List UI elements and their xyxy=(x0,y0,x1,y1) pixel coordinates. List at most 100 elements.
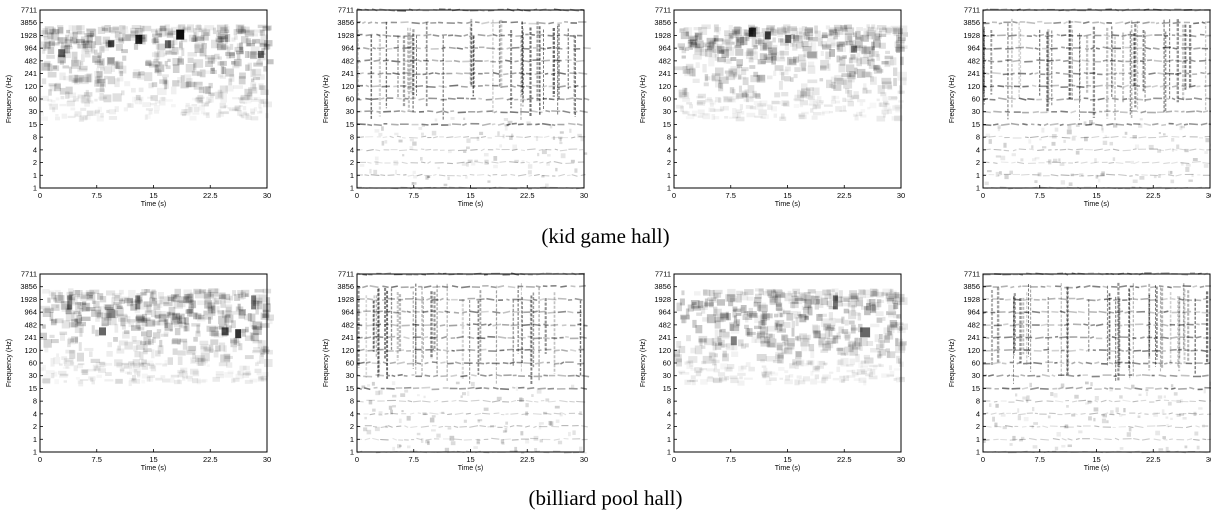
spectrogram-energy-cell xyxy=(830,317,836,326)
modulation-band-segment xyxy=(575,59,585,63)
spectrogram-energy-cell xyxy=(784,41,790,51)
modulation-speckle xyxy=(514,159,519,163)
spectrogram-energy-cell xyxy=(890,25,899,32)
spectrogram-energy-cell xyxy=(192,353,196,359)
spectrogram-energy-cell xyxy=(220,310,224,317)
spectrogram-energy-cell xyxy=(691,303,695,310)
plot-background xyxy=(40,274,267,452)
modulation-band-segment xyxy=(1053,21,1062,24)
modulation-band-segment xyxy=(1163,438,1168,441)
spectrogram-energy-cell xyxy=(743,311,749,315)
x-tick-label: 15 xyxy=(783,191,791,200)
spectrogram-energy-cell xyxy=(796,42,804,49)
spectrogram-energy-cell xyxy=(80,98,89,103)
spectrogram-energy-cell xyxy=(73,311,81,315)
modulation-band-segment xyxy=(1001,362,1007,365)
spectrogram-energy-cell xyxy=(218,32,228,39)
spectrogram-energy-cell xyxy=(40,41,51,49)
modulation-speckle xyxy=(1031,145,1034,149)
spectrogram-energy-cell xyxy=(69,294,76,301)
modulation-band-segment xyxy=(1082,21,1090,25)
modulation-band-segment xyxy=(982,425,992,428)
x-tick-label: 22.5 xyxy=(837,191,852,200)
spectrogram-energy-cell xyxy=(191,70,200,76)
spectrogram-energy-cell xyxy=(713,35,719,42)
modulation-band-segment xyxy=(1202,374,1209,377)
spectrogram-energy-cell xyxy=(107,317,111,326)
spectrogram-energy-cell xyxy=(740,36,748,46)
spectrogram-energy-cell xyxy=(884,55,894,60)
spectrogram-energy-cell xyxy=(123,107,128,112)
modulation-band-segment xyxy=(990,412,997,415)
spectrogram-energy-cell xyxy=(261,313,267,319)
spectrogram-energy-cell xyxy=(236,31,242,35)
spectrogram-energy-cell xyxy=(95,314,100,322)
modulation-band-segment xyxy=(401,110,406,113)
modulation-speckle xyxy=(381,140,385,146)
spectrogram-energy-cell xyxy=(77,94,86,99)
spectrogram-energy-cell xyxy=(217,40,224,45)
y-axis-label: Frequency (Hz) xyxy=(640,339,647,387)
spectrogram-energy-cell xyxy=(172,338,178,344)
y-tick-label: 241 xyxy=(967,333,980,342)
spectrogram-energy-cell xyxy=(172,58,180,66)
spectrogram-energy-cell xyxy=(814,374,820,380)
spectrogram-energy-cell xyxy=(113,302,120,306)
spectrogram-energy-cell xyxy=(767,313,773,319)
spectrogram-energy-cell xyxy=(48,40,55,47)
modulation-speckle xyxy=(521,160,525,163)
y-tick-label: 120 xyxy=(341,346,354,355)
spectrogram-energy-cell xyxy=(843,308,850,314)
modulation-band-segment xyxy=(570,285,576,288)
modulation-band-segment xyxy=(1195,425,1200,428)
spectrogram-energy-cell xyxy=(714,320,721,329)
modulation-band-segment xyxy=(1040,438,1049,441)
modulation-speckle xyxy=(1184,445,1188,449)
spectrogram-energy-cell xyxy=(153,105,160,111)
spectrogram-energy-cell xyxy=(131,378,136,382)
spectrogram-energy-cell xyxy=(711,73,721,82)
spectrogram-energy-cell xyxy=(259,376,267,381)
modulation-speckle xyxy=(1000,413,1006,417)
x-axis-label: Time (s) xyxy=(458,201,483,208)
modulation-band-segment xyxy=(493,412,500,415)
spectrogram-energy-cell xyxy=(680,106,684,112)
spectrogram-energy-cell xyxy=(103,66,112,74)
spectrogram-energy-cell xyxy=(220,94,227,103)
spectrogram-energy-cell xyxy=(173,294,178,299)
modulation-band-segment xyxy=(373,59,381,62)
spectrogram-energy-cell xyxy=(185,109,192,115)
spectrogram-energy-cell xyxy=(682,87,687,95)
spectrogram-energy-cell xyxy=(725,367,733,372)
spectrogram-energy-cell xyxy=(78,342,82,351)
modulation-speckle xyxy=(429,417,435,423)
modulation-band-segment xyxy=(510,173,516,176)
modulation-band-segment xyxy=(417,412,421,414)
spectrogram-energy-cell xyxy=(743,377,753,380)
spectrogram-energy-cell xyxy=(808,359,815,365)
y-tick-label: 241 xyxy=(24,333,37,342)
modulation-speckle xyxy=(467,159,473,163)
modulation-speckle xyxy=(437,166,440,170)
spectrogram-energy-cell xyxy=(840,25,848,29)
spectrogram-energy-cell xyxy=(126,298,134,307)
spectrogram-energy-cell xyxy=(709,352,717,358)
modulation-band-segment xyxy=(469,425,479,428)
modulation-speckle xyxy=(1060,383,1065,388)
spectrogram-energy-cell xyxy=(739,104,743,110)
spectrogram-energy-cell xyxy=(717,57,726,63)
spectrogram-energy-cell xyxy=(873,39,881,48)
modulation-band-segment xyxy=(455,361,462,365)
modulation-band-segment xyxy=(492,323,502,327)
x-axis-label: Time (s) xyxy=(141,201,166,208)
spectrogram-energy-cell xyxy=(76,321,86,327)
modulation-band-segment xyxy=(1085,361,1093,365)
modulation-speckle xyxy=(477,419,483,422)
x-tick-label: 15 xyxy=(783,455,791,464)
modulation-band-segment xyxy=(1196,110,1203,113)
spectrogram-energy-cell xyxy=(822,343,831,351)
spectrogram-energy-cell xyxy=(260,353,264,357)
spectrogram-energy-cell xyxy=(215,39,224,49)
spectrogram-energy-cell xyxy=(183,289,192,297)
